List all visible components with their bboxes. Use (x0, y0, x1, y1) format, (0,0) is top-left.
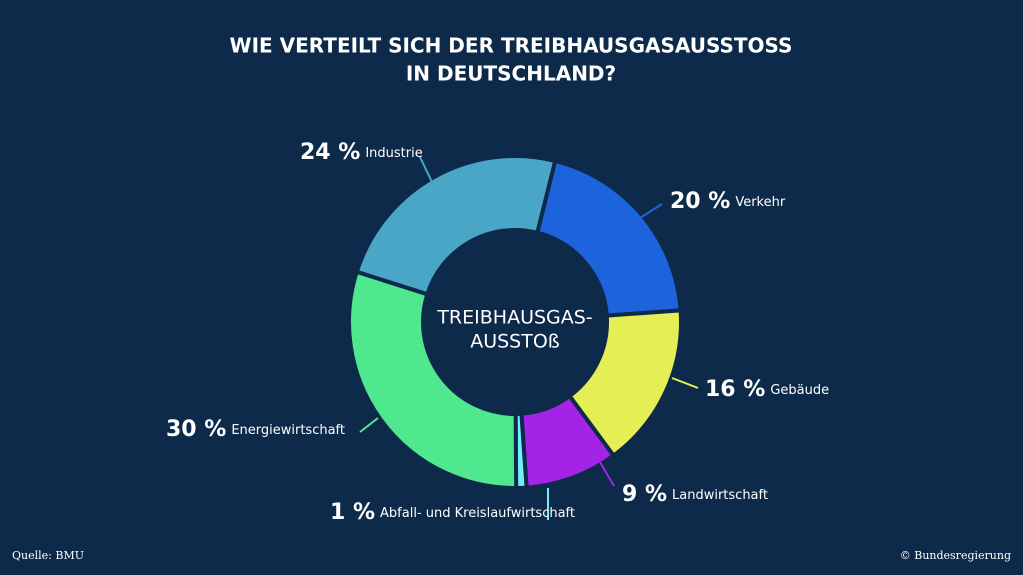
source: Quelle: BMU (12, 549, 84, 562)
slice-label: 16 % Gebäude (705, 377, 829, 402)
slice-label: 30 % Energiewirtschaft (166, 417, 345, 442)
chart-title: IN DEUTSCHLAND? (406, 62, 616, 86)
value-label: 1 % (330, 500, 375, 525)
slice-label: 24 % Industrie (300, 140, 423, 165)
chart-title: WIE VERTEILT SICH DER TREIBHAUSGASAUSSTO… (230, 34, 793, 58)
category-label: Verkehr (735, 195, 786, 210)
leader-line (359, 417, 379, 433)
category-label: Energiewirtschaft (231, 423, 345, 438)
category-label: Abfall- und Kreislaufwirtschaft (380, 506, 575, 521)
leader-line (639, 203, 663, 219)
category-label: Gebäude (770, 383, 829, 398)
slice-label: 20 % Verkehr (670, 189, 786, 214)
leader-line (671, 377, 699, 389)
value-label: 9 % (622, 482, 667, 507)
center-label: TREIBHAUSGAS- (436, 307, 592, 329)
donut-slice (534, 158, 683, 318)
donut-slice (354, 154, 558, 297)
value-label: 16 % (705, 377, 765, 402)
value-label: 24 % (300, 140, 360, 165)
category-label: Industrie (365, 146, 422, 161)
leader-line (599, 461, 615, 487)
center-label: AUSSTOß (470, 331, 560, 353)
leader-line (419, 156, 433, 183)
value-label: 20 % (670, 189, 730, 214)
credit: © Bundesregierung (900, 549, 1011, 562)
value-label: 30 % (166, 417, 226, 442)
donut-slice (347, 269, 519, 490)
slice-label: 1 % Abfall- und Kreislaufwirtschaft (330, 500, 575, 525)
category-label: Landwirtschaft (672, 488, 768, 503)
slice-label: 9 % Landwirtschaft (622, 482, 768, 507)
